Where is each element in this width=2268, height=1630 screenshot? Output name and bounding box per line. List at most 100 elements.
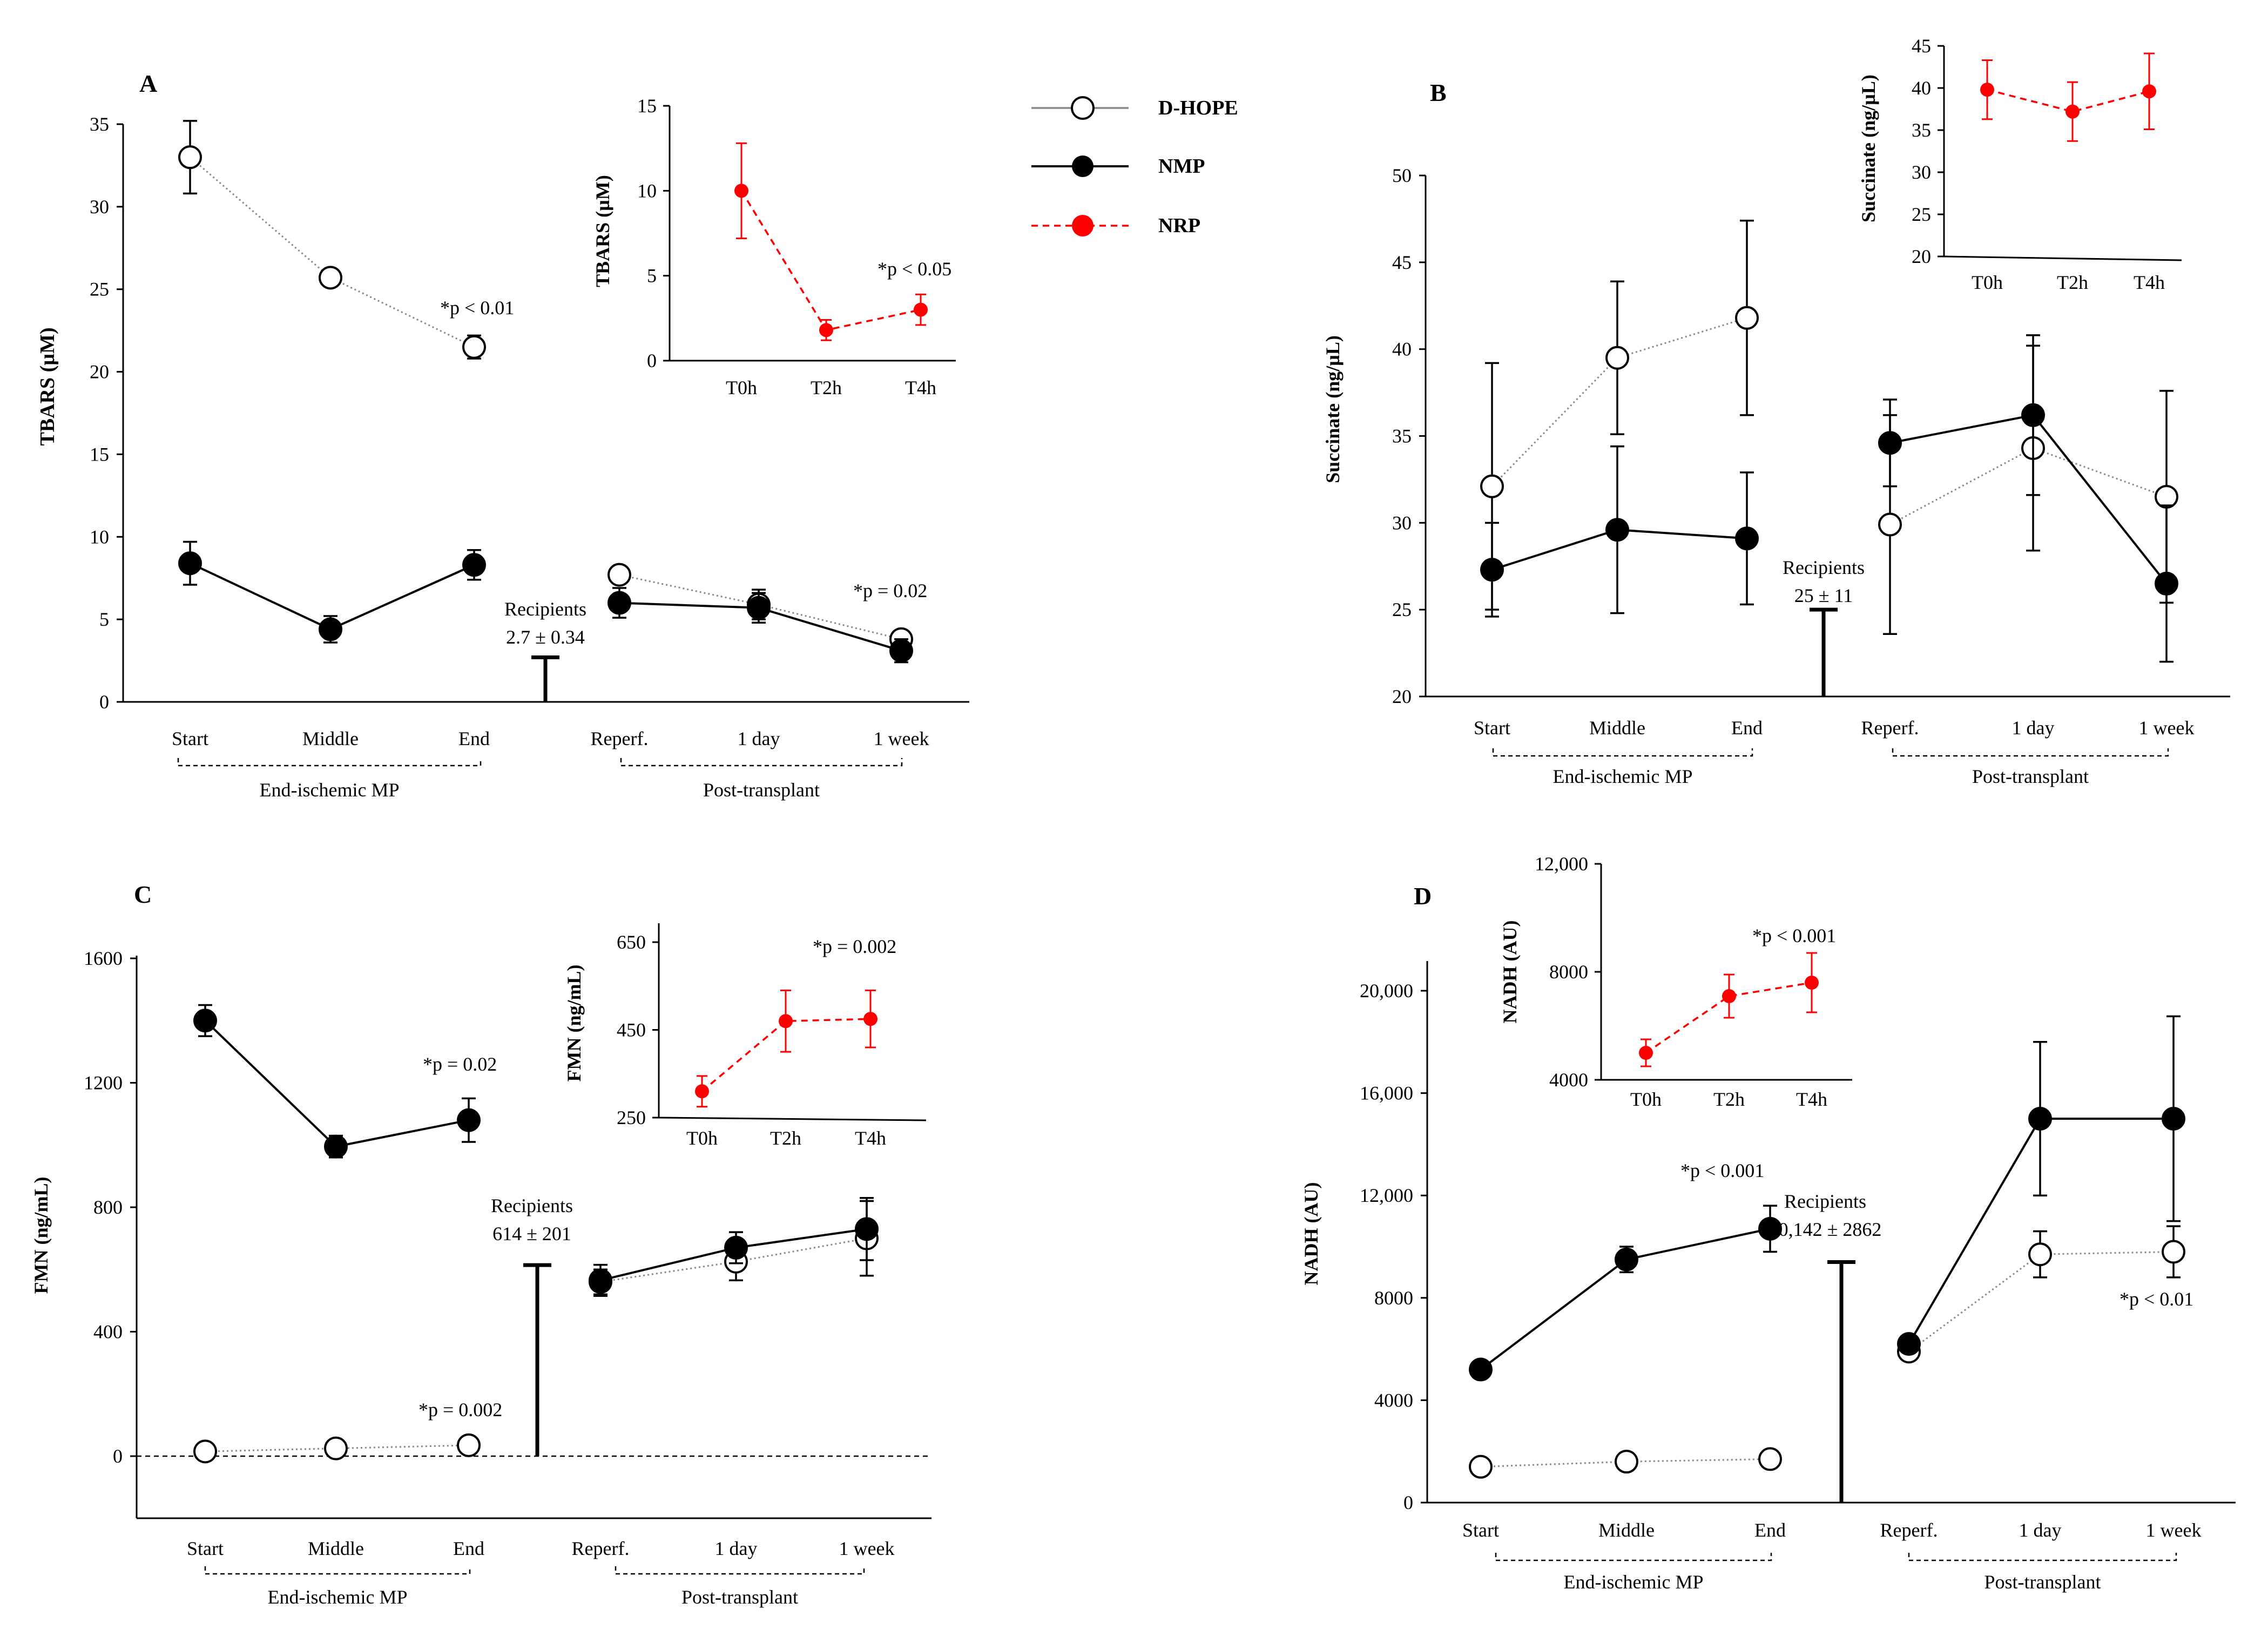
panel-b-title: B <box>1430 79 1447 106</box>
panel-c-y-tick-label: 1600 <box>84 948 123 969</box>
panel-c-recipients-label: Recipients <box>491 1195 573 1216</box>
panel-c-dhope-point <box>324 1436 348 1460</box>
panel-d-inset-annotation: *p < 0.001 <box>1752 925 1836 946</box>
panel-b-x-tick-label: 1 week <box>2139 717 2195 739</box>
panel-a-nmp-point <box>747 596 771 620</box>
panel-a-x-tick-label: 1 day <box>738 728 780 749</box>
panel-b-group-bracket <box>1892 748 2169 757</box>
panel-d-group-bracket <box>1495 1553 1772 1561</box>
panel-a-y-tick-label: 15 <box>90 443 109 465</box>
panel-b-y-tick-label: 20 <box>1392 686 1412 707</box>
panel-b-y-tick-label: 40 <box>1392 339 1412 360</box>
panel-b-group-label: End-ischemic MP <box>1553 766 1693 787</box>
panel-d-x-tick-label: 1 week <box>2146 1519 2202 1541</box>
panel-d-nmp-point <box>2028 1107 2052 1131</box>
panel-d-nmp-point <box>2162 1107 2185 1131</box>
panel-c-nrp-point <box>863 1012 878 1026</box>
panel-a-group-bracket <box>620 758 903 767</box>
svg-text:TBARS (µM): TBARS (µM) <box>592 175 613 287</box>
panel-a-nmp-point <box>178 551 202 576</box>
panel-c-y-tick-label: 0 <box>113 1445 123 1467</box>
panel-d-x-tick-label: Start <box>1462 1519 1499 1541</box>
panel-a-nmp-point <box>319 617 342 641</box>
panel-c: C FMN (ng/mL) 0 400 800 1200 1600 Start Middl… <box>30 881 932 1608</box>
panel-a-y-label: TBARS (µM) <box>36 327 59 445</box>
panel-c-x-tick-label: 1 week <box>839 1538 895 1559</box>
panel-a-inset-x-tick-label: T2h <box>811 377 842 398</box>
panel-a-nrp-point <box>734 184 748 198</box>
panel-b-inset-x-tick-label: T2h <box>2057 272 2088 293</box>
legend-label-nrp: NRP <box>1158 214 1200 237</box>
panel-c-nmp-point <box>855 1217 879 1241</box>
svg-text:NADH (AU): NADH (AU) <box>1300 1182 1322 1286</box>
panel-b-y-tick-label: 35 <box>1392 425 1412 447</box>
legend-marker-nrp <box>1072 215 1094 236</box>
panel-a-inset-y-tick-label: 0 <box>647 350 657 371</box>
panel-c-inset-x-tick-label: T0h <box>686 1127 718 1149</box>
panel-a-inset-y-tick-label: 15 <box>637 95 657 117</box>
panel-d-nmp-point <box>1897 1332 1921 1356</box>
panel-d-x-tick-label: 1 day <box>2019 1519 2062 1541</box>
panel-c-group-bracket <box>615 1566 865 1575</box>
panel-c-title: C <box>134 881 152 908</box>
svg-text:NADH (AU): NADH (AU) <box>1499 921 1521 1024</box>
panel-c-annotation-2: *p = 0.002 <box>418 1399 502 1421</box>
legend: D-HOPE NMP NRP <box>1031 96 1238 237</box>
panel-c-nrp-line <box>701 1018 871 1092</box>
panel-c-x-tick-label: 1 day <box>715 1538 758 1559</box>
panel-a-inset-y-label: TBARS (µM) <box>592 175 613 287</box>
panel-c-nmp-line <box>204 1019 469 1148</box>
panel-a-nmp-point <box>462 553 486 577</box>
panel-a-dhope-point <box>319 266 342 290</box>
panel-c-annotation-1: *p = 0.02 <box>423 1053 497 1075</box>
panel-c-group-label: End-ischemic MP <box>268 1586 408 1608</box>
panel-b-inset-x-tick-label: T0h <box>1972 272 2003 293</box>
panel-c-group-bracket <box>204 1566 471 1575</box>
panel-d-recipients-label: Recipients <box>1784 1191 1866 1212</box>
svg-text:TBARS (µM): TBARS (µM) <box>36 327 59 445</box>
panel-a-y-tick-label: 10 <box>90 526 109 547</box>
panel-b-group-bracket <box>1492 748 1753 757</box>
panel-a-x-tick-label: Start <box>172 728 208 749</box>
panel-c-y-label: FMN (ng/mL) <box>30 1177 52 1294</box>
legend-label-dhope: D-HOPE <box>1158 97 1238 119</box>
svg-text:Succinate (ng/µL): Succinate (ng/µL) <box>1858 75 1879 222</box>
panel-d-group-label: End-ischemic MP <box>1564 1571 1704 1593</box>
panel-d-nmp-point <box>1469 1357 1493 1382</box>
panel-a-y-tick-label: 35 <box>90 113 109 135</box>
panel-a-y-tick-label: 30 <box>90 196 109 218</box>
panel-b-inset: Succinate (ng/µL) 20 25 30 35 40 45 T0h T2h T4h <box>1858 35 2182 293</box>
panel-d-dhope-line <box>1480 1458 1771 1468</box>
panel-a-title: A <box>139 70 157 97</box>
panel-b-nrp-point <box>2066 104 2080 119</box>
panel-a-x-tick-label: Middle <box>302 728 359 749</box>
panel-b-nmp-point <box>1605 518 1629 542</box>
panel-b: B Succinate (ng/µL) 20 25 30 35 40 45 50 Start… <box>1322 35 2230 787</box>
panel-c-x-tick-label: End <box>453 1538 484 1559</box>
panel-d-dhope-point <box>2028 1242 2052 1267</box>
legend-label-nmp: NMP <box>1158 155 1205 178</box>
panel-c-nrp-point <box>695 1084 709 1099</box>
panel-c-dhope-line <box>600 1237 867 1283</box>
panel-b-recipients-label: Recipients <box>1783 557 1865 578</box>
panel-c-nrp-point <box>779 1014 793 1029</box>
panel-c-nmp-point <box>724 1235 748 1260</box>
panel-b-inset-y-tick-label: 20 <box>1912 246 1931 267</box>
panel-c-inset-annotation: *p = 0.002 <box>813 936 896 957</box>
panel-b-nmp-point <box>2155 571 2178 596</box>
panel-d-y-tick-label: 4000 <box>1374 1389 1413 1411</box>
panel-a-recipients-label: Recipients <box>504 598 586 620</box>
panel-d-title: D <box>1414 882 1432 910</box>
panel-d-group-label: Post-transplant <box>1985 1571 2101 1593</box>
panel-c-inset-x-tick-label: T2h <box>770 1127 801 1149</box>
panel-a-nmp-point <box>889 639 913 663</box>
panel-c-inset: FMN (ng/mL) 250 450 650 T0h T2h T4h *p = 0.00… <box>563 923 927 1149</box>
panel-d-group-bracket <box>1908 1553 2177 1561</box>
panel-b-dhope-line <box>1491 317 1747 487</box>
panel-a-dhope-line <box>190 157 475 348</box>
panel-a-group-label: Post-transplant <box>703 779 820 801</box>
panel-a-inset-x-tick-label: T0h <box>726 377 757 398</box>
panel-a-y-tick-label: 5 <box>99 608 109 630</box>
panel-b-inset-y-label: Succinate (ng/µL) <box>1858 75 1879 222</box>
